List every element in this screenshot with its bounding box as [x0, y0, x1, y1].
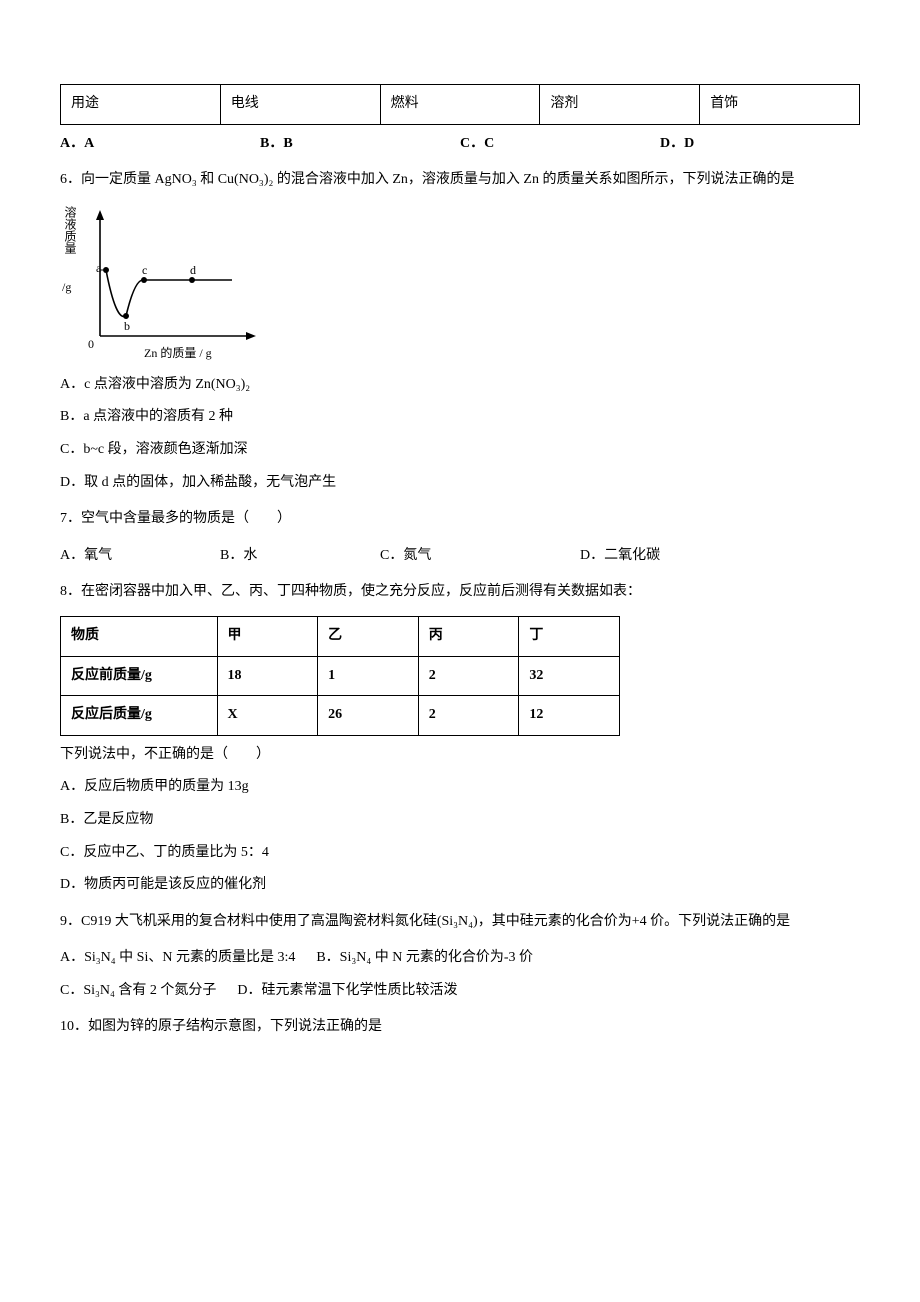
q5-opt-d: D．D [660, 131, 860, 158]
q8-opt-c: C．反应中乙、丁的质量比为 5：4 [60, 840, 860, 867]
q9-opt-a: A．Si₃N₄ 中 Si、N 元素的质量比是 3:4 [60, 950, 295, 965]
q9-line2: C．Si₃N₄ 含有 2 个氮分子 D．硅元素常温下化学性质比较活泼 [60, 978, 860, 1005]
t1-c4: 溶剂 [540, 85, 700, 125]
q8-stem: 8．在密闭容器中加入甲、乙、丙、丁四种物质，使之充分反应，反应前后测得有关数据如… [60, 579, 860, 606]
t2-h5: 丁 [519, 616, 620, 656]
q6-opt-c: C．b~c 段，溶液颜色逐渐加深 [60, 437, 860, 464]
svg-text:d: d [190, 263, 196, 277]
t2-h1: 物质 [61, 616, 218, 656]
q7-opt-d: D．二氧化碳 [580, 543, 860, 570]
t2-r2c4: 2 [418, 696, 519, 736]
svg-text:b: b [124, 319, 130, 333]
svg-text:c: c [142, 263, 147, 277]
q5-opt-a: A．A [60, 131, 260, 158]
uses-table: 用途 电线 燃料 溶剂 首饰 [60, 84, 860, 125]
t2-r1c1: 反应前质量/g [61, 656, 218, 696]
t2-r2c1: 反应后质量/g [61, 696, 218, 736]
t2-r2c3: 26 [318, 696, 419, 736]
t2-r2c5: 12 [519, 696, 620, 736]
chart-ylabel: 溶液质量 [64, 206, 76, 254]
q9-stem: 9．C919 大飞机采用的复合材料中使用了高温陶瓷材料氮化硅(Si₃N₄)，其中… [60, 909, 860, 936]
q10-stem: 10．如图为锌的原子结构示意图，下列说法正确的是 [60, 1014, 860, 1041]
t2-h2: 甲 [217, 616, 318, 656]
svg-text:0: 0 [88, 337, 94, 351]
t2-r1c3: 1 [318, 656, 419, 696]
chart-xlabel: Zn 的质量 / g [144, 342, 212, 365]
t1-c2: 电线 [220, 85, 380, 125]
q5-options: A．A B．B C．C D．D [60, 131, 860, 158]
t2-r2c2: X [217, 696, 318, 736]
q8-table: 物质 甲 乙 丙 丁 反应前质量/g 18 1 2 32 反应后质量/g X 2… [60, 616, 620, 736]
q6-stem: 6．向一定质量 AgNO₃ 和 Cu(NO₃)₂ 的混合溶液中加入 Zn，溶液质… [60, 167, 860, 194]
q7-opt-b: B．水 [220, 543, 380, 570]
q9-opt-b: B．Si₃N₄ 中 N 元素的化合价为-3 价 [316, 950, 533, 965]
t1-c3: 燃料 [380, 85, 540, 125]
q9-opt-d: D．硅元素常温下化学性质比较活泼 [237, 983, 457, 998]
q7-opt-c: C．氮气 [380, 543, 580, 570]
t2-h3: 乙 [318, 616, 419, 656]
t2-r1c4: 2 [418, 656, 519, 696]
q5-opt-c: C．C [460, 131, 660, 158]
t1-c1: 用途 [61, 85, 221, 125]
t2-r1c5: 32 [519, 656, 620, 696]
chart-svg: 0 a b c d [66, 204, 266, 354]
q5-opt-b: B．B [260, 131, 460, 158]
q6-opt-d: D．取 d 点的固体，加入稀盐酸，无气泡产生 [60, 470, 860, 497]
q9-line1: A．Si₃N₄ 中 Si、N 元素的质量比是 3:4 B．Si₃N₄ 中 N 元… [60, 945, 860, 972]
q7-options: A．氧气 B．水 C．氮气 D．二氧化碳 [60, 543, 860, 570]
q8-opt-d: D．物质丙可能是该反应的催化剂 [60, 872, 860, 899]
q7-stem: 7．空气中含量最多的物质是（ ） [60, 506, 860, 533]
q6-opt-a: A．c 点溶液中溶质为 Zn(NO₃)₂ [60, 372, 860, 399]
t2-r1c2: 18 [217, 656, 318, 696]
svg-text:a: a [96, 261, 102, 275]
t1-c5: 首饰 [700, 85, 860, 125]
q7-opt-a: A．氧气 [60, 543, 220, 570]
chart-ylabel-unit: /g [62, 276, 71, 299]
q8-opt-a: A．反应后物质甲的质量为 13g [60, 774, 860, 801]
q9-opt-c: C．Si₃N₄ 含有 2 个氮分子 [60, 983, 216, 998]
t2-h4: 丙 [418, 616, 519, 656]
q6-chart: 溶液质量 /g 0abcd Zn 的质量 / g [66, 204, 266, 364]
q8-after: 下列说法中，不正确的是（ ） [60, 742, 860, 769]
q8-opt-b: B．乙是反应物 [60, 807, 860, 834]
q6-opt-b: B．a 点溶液中的溶质有 2 种 [60, 404, 860, 431]
